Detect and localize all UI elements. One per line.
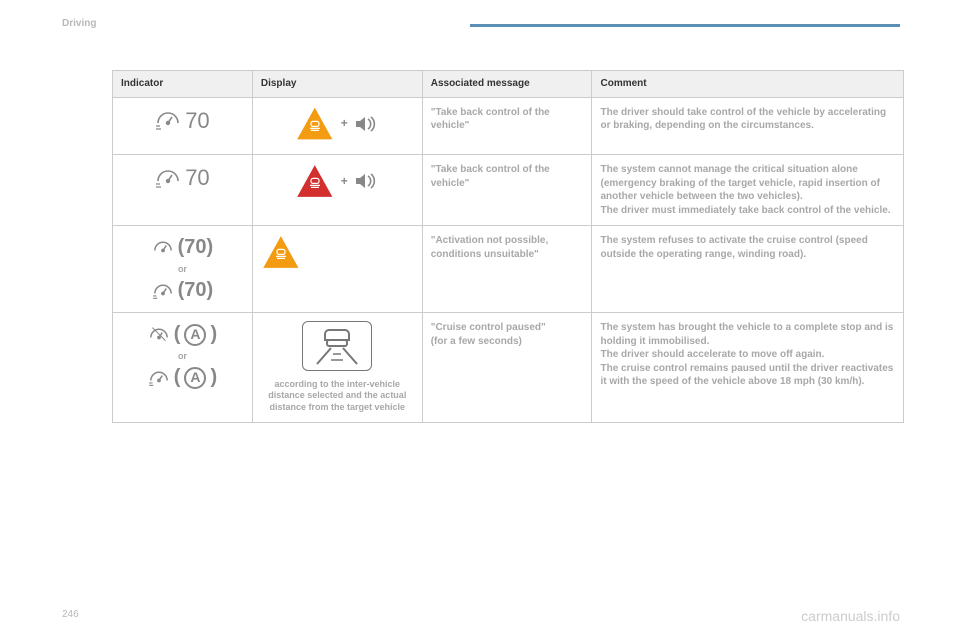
table-row: (A) or (A) <box>113 313 904 423</box>
a-label: A <box>184 324 206 346</box>
section-label: Driving <box>62 18 96 29</box>
cruise-pause-icon <box>148 326 170 344</box>
page-number: 246 <box>62 609 79 620</box>
plus-icon: + <box>341 115 348 131</box>
comment-cell: The system cannot manage the critical si… <box>592 155 904 226</box>
indicator-table: Indicator Display Associated message Com… <box>112 70 904 423</box>
a-label: A <box>184 367 206 389</box>
table-row: (70) or (70) "Activation not possible, c… <box>113 226 904 313</box>
cruise-icon <box>155 109 181 131</box>
display-cell <box>252 226 422 313</box>
warning-triangle-red-icon <box>295 163 335 199</box>
warning-triangle-orange-icon <box>295 106 335 142</box>
table-header-row: Indicator Display Associated message Com… <box>113 71 904 98</box>
display-cell: + <box>252 155 422 226</box>
header-rule <box>470 24 900 27</box>
table-row: 70 + "Take back control of the vehicle" … <box>113 97 904 155</box>
indicator-cell: 70 <box>113 155 253 226</box>
speed-value-paren: (70) <box>178 277 214 304</box>
message-cell: "Take back control of the vehicle" <box>422 155 592 226</box>
message-cell: "Take back control of the vehicle" <box>422 97 592 155</box>
display-cell: according to the inter-vehicle distance … <box>252 313 422 423</box>
speed-value: 70 <box>185 106 209 136</box>
warning-triangle-orange-icon <box>261 234 301 270</box>
cruise-icon <box>155 167 181 189</box>
table-row: 70 + "Take back control of the vehicle" … <box>113 155 904 226</box>
speed-value: 70 <box>185 163 209 193</box>
indicator-cell: 70 <box>113 97 253 155</box>
message-cell: "Cruise control paused"(for a few second… <box>422 313 592 423</box>
or-label: or <box>121 263 244 275</box>
cruise-icon <box>152 239 174 257</box>
comment-cell: The system refuses to activate the cruis… <box>592 226 904 313</box>
sound-icon <box>354 113 380 135</box>
header-comment: Comment <box>592 71 904 98</box>
comment-cell: The driver should take control of the ve… <box>592 97 904 155</box>
cruise-icon <box>152 282 174 300</box>
indicator-cell: (A) or (A) <box>113 313 253 423</box>
vehicle-ahead-icon <box>302 321 372 371</box>
speed-value-paren: (70) <box>178 234 214 261</box>
plus-icon: + <box>341 173 348 189</box>
sound-icon <box>354 170 380 192</box>
watermark: carmanuals.info <box>801 608 900 624</box>
comment-cell: The system has brought the vehicle to a … <box>592 313 904 423</box>
display-cell: + <box>252 97 422 155</box>
header-message: Associated message <box>422 71 592 98</box>
message-cell: "Activation not possible, conditions uns… <box>422 226 592 313</box>
display-caption: according to the inter-vehicle distance … <box>261 379 414 414</box>
or-label: or <box>121 350 244 362</box>
indicator-cell: (70) or (70) <box>113 226 253 313</box>
header-indicator: Indicator <box>113 71 253 98</box>
header-display: Display <box>252 71 422 98</box>
cruise-icon <box>148 369 170 387</box>
